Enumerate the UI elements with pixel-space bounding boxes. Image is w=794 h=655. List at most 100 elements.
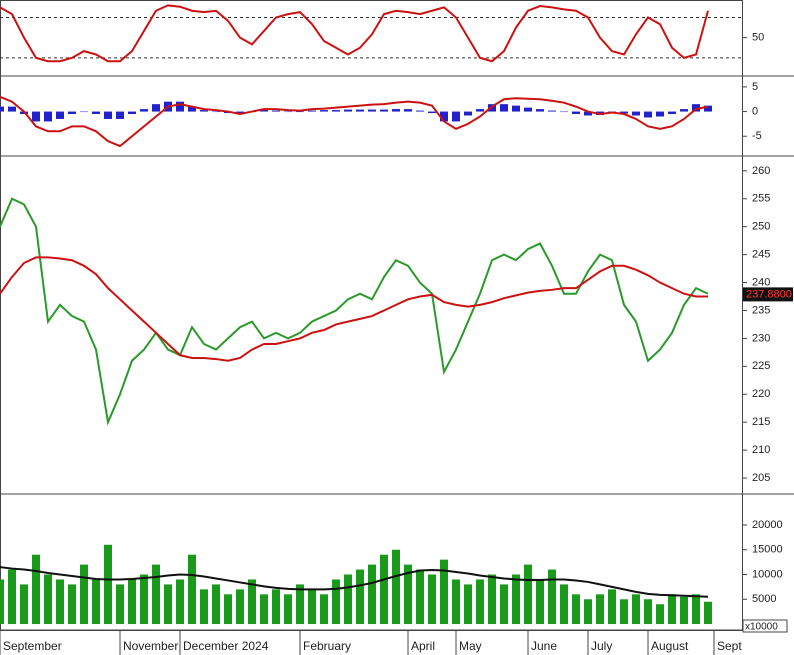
y-tick-label: 0 [752,105,758,117]
histogram-bar [572,111,580,115]
histogram-bar [560,111,568,113]
histogram-bar [668,111,676,115]
histogram-bar [308,110,316,112]
y-tick-label: 5 [752,81,758,93]
last-price-box [743,287,793,302]
volume-bar [128,579,136,625]
histogram-bar [236,111,244,114]
y-tick-label: -5 [752,130,762,142]
y-tick-label: 205 [752,472,770,484]
histogram-bar [692,104,700,112]
y-tick-label: 20000 [752,519,783,531]
volume-bar [392,549,400,625]
volume-bar [296,584,304,625]
volume-bar [44,574,52,625]
histogram-bar [32,111,40,122]
volume-bar [188,554,196,625]
histogram-bar [68,111,76,115]
volume-bar [0,579,4,625]
volume-bar [356,569,364,625]
volume-bar [476,579,484,625]
histogram-bar [56,111,64,119]
histogram-bar [512,105,520,112]
unit-box [742,619,788,633]
histogram-bar [80,111,88,113]
volume-bar [524,564,532,625]
histogram-bar [188,106,196,112]
volume-bar [116,584,124,625]
histogram-bar [476,109,484,112]
series-line [0,197,709,426]
volume-bar [620,599,628,625]
volume-bar [152,564,160,625]
volume-bar [428,574,436,625]
volume-bar [176,579,184,625]
y-tick-label: 5000 [752,593,776,605]
volume-bar [8,569,16,625]
volume-bar [440,559,448,625]
volume-bar [572,594,580,625]
volume-bar [560,584,568,625]
series-line [0,566,709,598]
histogram-bar [416,110,424,112]
unit-label: x10000 [745,622,778,633]
volume-bar [596,594,604,625]
histogram-bar [452,111,460,122]
histogram-bar [584,111,592,116]
volume-bar [452,579,460,625]
histogram-bar [284,111,292,113]
volume-bar [404,564,412,625]
x-tick-label: August [651,639,689,653]
histogram-bar [632,111,640,116]
volume-bar [416,569,424,625]
x-tick-label: September [3,639,62,653]
volume-bar [32,554,40,625]
histogram-bar [536,109,544,112]
y-tick-label: 220 [752,388,770,400]
series-line [0,4,709,63]
histogram-bar [392,109,400,112]
y-tick-label: 250 [752,221,770,233]
volume-bar [80,564,88,625]
y-tick-label: 255 [752,193,770,205]
x-tick-label: February [303,639,351,653]
histogram-bar [128,111,136,115]
histogram-bar [440,111,448,122]
histogram-bar [44,111,52,122]
histogram-bar [644,111,652,118]
volume-bar [104,544,112,625]
volume-bar [260,594,268,625]
series-line [0,256,708,362]
volume-bar [548,569,556,625]
histogram-bar [176,101,184,112]
volume-bar [200,589,208,625]
volume-bar [488,574,496,625]
volume-bar [368,564,376,625]
histogram-bar [116,111,124,119]
histogram-bar [524,107,532,112]
histogram-bar [260,110,268,112]
histogram-bar [104,111,112,119]
volume-bar [236,589,244,625]
y-tick-label: 225 [752,360,770,372]
volume-bar [56,579,64,625]
x-tick-label: Sept [717,639,742,653]
histogram-bar [704,105,712,112]
histogram-bar [428,111,436,114]
volume-bar [692,594,700,625]
x-tick-label: December 2024 [183,639,269,653]
x-tick-label: July [591,639,612,653]
histogram-bar [332,110,340,112]
volume-bar [68,584,76,625]
volume-bar [512,574,520,625]
histogram-bar [320,110,328,112]
volume-bar [332,579,340,625]
volume-bar [212,584,220,625]
histogram-bar [680,109,688,112]
volume-bar [536,579,544,625]
last-price-label: 237.8800 [746,288,792,300]
y-tick-label: 215 [752,416,770,428]
y-tick-label: 260 [752,165,770,177]
histogram-bar [296,111,304,113]
y-tick-label: 235 [752,304,770,316]
